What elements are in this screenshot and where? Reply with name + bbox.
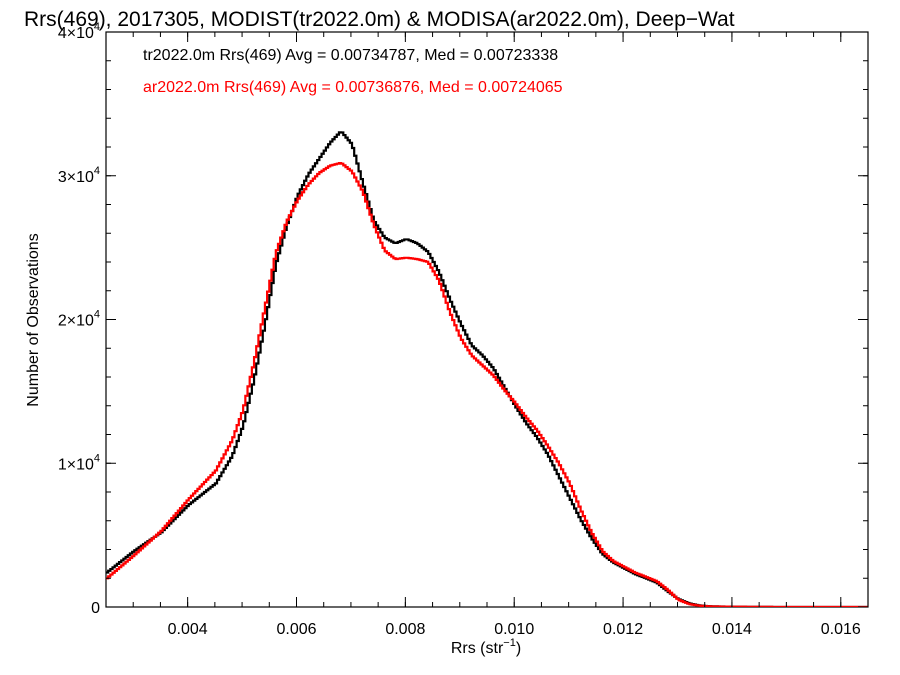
y-tick-label: 4×104 — [58, 21, 100, 42]
x-axis-label-exponent: −1 — [503, 637, 516, 649]
y-tick-label: 1×104 — [58, 452, 100, 473]
x-tick-label: 0.006 — [276, 621, 316, 638]
x-tick-label: 0.010 — [494, 621, 534, 638]
axes: 0.004 0.006 0.008 0.010 0.012 0.014 0.016 0 1×10… — [58, 21, 869, 638]
series-line-1 — [106, 162, 868, 607]
x-tick-label: 0.014 — [712, 621, 752, 638]
y-axis-label: Number of Observations — [25, 233, 42, 406]
x-tick-label: 0.004 — [168, 621, 208, 638]
y-tick-label: 0 — [91, 600, 100, 617]
plot-frame — [105, 31, 869, 608]
annotation-ar-stats: ar2022.0m Rrs(469) Avg = 0.00736876, Med… — [143, 79, 563, 96]
x-tick-label: 0.012 — [603, 621, 643, 638]
x-axis-label-end: ) — [516, 640, 521, 657]
y-tick-label: 3×104 — [58, 165, 100, 186]
plot-area — [105, 31, 869, 608]
chart-title: Rrs(469), 2017305, MODIST(tr2022.0m) & M… — [24, 8, 735, 31]
x-axis-label: Rrs (str−1) — [451, 637, 521, 657]
y-tick-label: 2×104 — [58, 309, 100, 330]
data-series — [106, 131, 868, 607]
x-tick-label: 0.016 — [821, 621, 861, 638]
x-axis-label-base: Rrs (str — [451, 640, 504, 657]
annotation-tr-stats: tr2022.0m Rrs(469) Avg = 0.00734787, Med… — [143, 47, 558, 64]
x-tick-label: 0.008 — [385, 621, 425, 638]
